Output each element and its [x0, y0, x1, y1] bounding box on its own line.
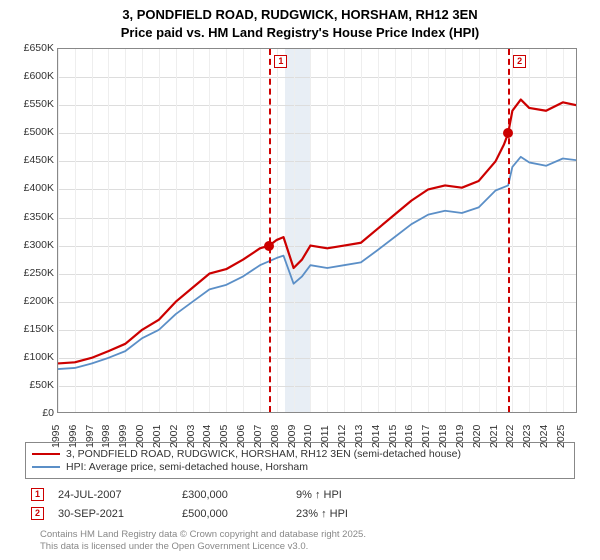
- sales-row-diff: 23% ↑ HPI: [296, 508, 386, 520]
- legend-row: HPI: Average price, semi-detached house,…: [32, 461, 568, 473]
- x-tick-label: 2011: [319, 418, 333, 448]
- series-svg: [58, 49, 576, 412]
- x-tick-label: 2010: [302, 418, 316, 448]
- sale-marker-box: 2: [513, 55, 526, 68]
- x-tick-label: 2003: [185, 418, 199, 448]
- y-tick-label: £350K: [12, 211, 54, 223]
- legend-row: 3, PONDFIELD ROAD, RUDGWICK, HORSHAM, RH…: [32, 448, 568, 460]
- y-tick-label: £250K: [12, 267, 54, 279]
- y-tick-label: £400K: [12, 182, 54, 194]
- sales-table: 1 24-JUL-2007 £300,000 9% ↑ HPI 2 30-SEP-2021…: [25, 485, 575, 523]
- sales-row-price: £500,000: [182, 508, 282, 520]
- x-tick-label: 2015: [387, 418, 401, 448]
- x-tick-label: 2019: [454, 418, 468, 448]
- x-tick-label: 2017: [420, 418, 434, 448]
- sales-row: 2 30-SEP-2021 £500,000 23% ↑ HPI: [25, 504, 575, 523]
- x-tick-label: 2014: [370, 418, 384, 448]
- footer-attribution: Contains HM Land Registry data © Crown c…: [20, 529, 580, 554]
- y-tick-label: £650K: [12, 42, 54, 54]
- x-axis-labels: 1995199619971998199920002001200220032004…: [57, 412, 577, 440]
- y-tick-label: £200K: [12, 295, 54, 307]
- legend-swatch: [32, 453, 60, 455]
- x-tick-label: 2025: [555, 418, 569, 448]
- x-tick-label: 2021: [488, 418, 502, 448]
- x-tick-label: 2000: [134, 418, 148, 448]
- sales-row-price: £300,000: [182, 489, 282, 501]
- y-tick-label: £100K: [12, 351, 54, 363]
- title-line-1: 3, PONDFIELD ROAD, RUDGWICK, HORSHAM, RH…: [0, 6, 600, 24]
- x-tick-label: 2004: [201, 418, 215, 448]
- x-tick-label: 1997: [84, 418, 98, 448]
- legend-label: HPI: Average price, semi-detached house,…: [66, 461, 308, 473]
- y-tick-label: £50K: [12, 379, 54, 391]
- sale-marker-dot: [503, 128, 513, 138]
- y-tick-label: £600K: [12, 70, 54, 82]
- legend-swatch: [32, 466, 60, 468]
- x-tick-label: 2018: [437, 418, 451, 448]
- legend-label: 3, PONDFIELD ROAD, RUDGWICK, HORSHAM, RH…: [66, 448, 461, 460]
- sales-row-date: 30-SEP-2021: [58, 508, 168, 520]
- x-tick-label: 2013: [353, 418, 367, 448]
- x-tick-label: 2020: [471, 418, 485, 448]
- x-tick-label: 1999: [117, 418, 131, 448]
- y-tick-label: £450K: [12, 154, 54, 166]
- y-tick-label: £300K: [12, 239, 54, 251]
- x-tick-label: 2012: [336, 418, 350, 448]
- x-tick-label: 1998: [100, 418, 114, 448]
- y-tick-label: £0: [12, 407, 54, 419]
- x-tick-label: 2006: [235, 418, 249, 448]
- sales-row: 1 24-JUL-2007 £300,000 9% ↑ HPI: [25, 485, 575, 504]
- x-tick-label: 2024: [538, 418, 552, 448]
- sales-row-date: 24-JUL-2007: [58, 489, 168, 501]
- sale-marker-box: 1: [274, 55, 287, 68]
- x-tick-label: 2009: [286, 418, 300, 448]
- x-tick-label: 2016: [403, 418, 417, 448]
- x-tick-label: 2002: [168, 418, 182, 448]
- x-tick-label: 2008: [269, 418, 283, 448]
- y-tick-label: £550K: [12, 98, 54, 110]
- sale-marker-dot: [264, 241, 274, 251]
- chart-title-block: 3, PONDFIELD ROAD, RUDGWICK, HORSHAM, RH…: [0, 0, 600, 43]
- sales-row-marker: 2: [31, 507, 44, 520]
- sale-marker-line: [269, 49, 271, 412]
- x-tick-label: 2005: [218, 418, 232, 448]
- series-property: [58, 100, 576, 364]
- y-tick-label: £500K: [12, 126, 54, 138]
- x-tick-label: 1996: [67, 418, 81, 448]
- sales-row-diff: 9% ↑ HPI: [296, 489, 386, 501]
- x-tick-label: 2023: [521, 418, 535, 448]
- series-hpi: [58, 157, 576, 369]
- x-tick-label: 1995: [50, 418, 64, 448]
- chart-area: 12 1995199619971998199920002001200220032…: [12, 43, 582, 438]
- sale-marker-line: [508, 49, 510, 412]
- sales-row-marker: 1: [31, 488, 44, 501]
- title-line-2: Price paid vs. HM Land Registry's House …: [0, 24, 600, 42]
- y-tick-label: £150K: [12, 323, 54, 335]
- x-tick-label: 2001: [151, 418, 165, 448]
- footer-line-2: This data is licensed under the Open Gov…: [40, 541, 580, 553]
- plot-region: 12: [57, 48, 577, 413]
- footer-line-1: Contains HM Land Registry data © Crown c…: [40, 529, 580, 541]
- x-tick-label: 2022: [504, 418, 518, 448]
- x-tick-label: 2007: [252, 418, 266, 448]
